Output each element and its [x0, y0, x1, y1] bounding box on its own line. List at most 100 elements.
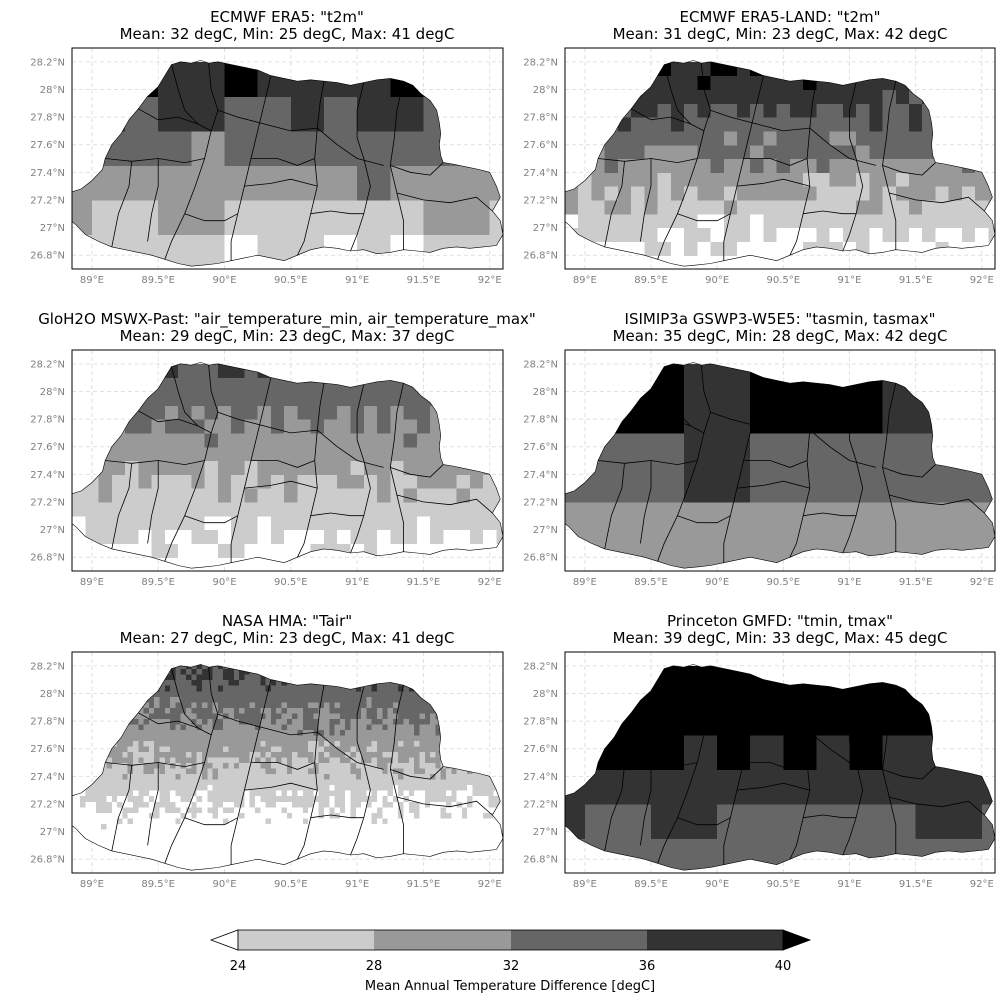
- raster-cell: [419, 696, 426, 703]
- raster-cell: [467, 828, 474, 835]
- raster-cell: [191, 690, 198, 697]
- raster-cell: [159, 784, 166, 791]
- raster-cell: [435, 828, 442, 835]
- raster-cell: [260, 723, 267, 730]
- raster-cell: [419, 745, 426, 752]
- raster-cell: [435, 790, 442, 797]
- raster-cell: [377, 790, 383, 797]
- raster-cell: [382, 779, 389, 786]
- raster-cell: [446, 779, 452, 786]
- raster-cell: [233, 701, 240, 708]
- raster-cell: [217, 784, 224, 791]
- raster-cell: [138, 757, 145, 764]
- raster-cell: [435, 839, 442, 846]
- raster-cell: [265, 779, 272, 786]
- raster-cell: [286, 740, 293, 747]
- district-boundary: [710, 713, 810, 736]
- raster-cell: [106, 850, 113, 857]
- raster-cell: [148, 850, 155, 857]
- raster-cell: [186, 690, 192, 697]
- raster-cell: [196, 795, 203, 802]
- raster-cell: [750, 803, 784, 839]
- raster-cell: [265, 690, 272, 697]
- raster-cell: [737, 186, 751, 201]
- raster-cell: [803, 227, 817, 242]
- raster-cell: [143, 779, 150, 786]
- raster-cell: [377, 812, 383, 819]
- raster-cell: [138, 707, 145, 714]
- raster-cell: [286, 762, 293, 769]
- raster-cell: [371, 823, 378, 830]
- raster-cell: [419, 707, 426, 714]
- raster-cell: [318, 690, 325, 697]
- district-boundary: [147, 762, 159, 846]
- raster-cell: [143, 773, 150, 780]
- raster-cell: [816, 213, 831, 229]
- district-boundary: [350, 82, 371, 252]
- raster-cell: [117, 801, 123, 808]
- raster-cell: [435, 845, 442, 852]
- raster-cell: [935, 158, 950, 173]
- raster-cell: [191, 543, 206, 558]
- raster-cell: [228, 773, 235, 780]
- lon-tick-label: 89°E: [80, 275, 104, 286]
- raster-cell: [249, 845, 256, 852]
- raster-cell: [334, 768, 341, 775]
- raster-cell: [276, 795, 283, 802]
- raster-cell: [164, 557, 179, 569]
- raster-cell: [371, 850, 378, 857]
- raster-cell: [717, 700, 751, 736]
- raster-cell: [723, 117, 738, 132]
- raster-cell: [922, 117, 936, 132]
- raster-cell: [366, 850, 373, 857]
- raster-cell: [228, 795, 235, 802]
- raster-cell: [423, 96, 458, 132]
- raster-cell: [154, 685, 161, 692]
- lon-tick-label: 91.5°E: [407, 275, 441, 286]
- raster-cell: [803, 199, 817, 215]
- raster-cell: [270, 790, 277, 797]
- raster-cell: [276, 712, 283, 719]
- raster-cell: [440, 834, 447, 841]
- raster-cell: [403, 801, 410, 808]
- raster-cell: [111, 790, 118, 797]
- raster-cell: [260, 779, 267, 786]
- raster-cell: [377, 757, 383, 764]
- raster-cell: [424, 784, 431, 791]
- lat-tick-label: 27.8°N: [523, 415, 558, 426]
- raster-cell: [249, 806, 256, 813]
- raster-cell: [223, 806, 230, 813]
- raster-cell: [286, 845, 293, 852]
- raster-cell: [255, 779, 261, 786]
- raster-cell: [430, 501, 444, 517]
- raster-cell: [816, 734, 851, 770]
- raster-cell: [324, 801, 330, 808]
- raster-cell: [424, 834, 431, 841]
- raster-cell: [138, 817, 145, 824]
- raster-cell: [776, 117, 791, 132]
- raster-cell: [125, 96, 159, 132]
- raster-cell: [217, 557, 232, 569]
- raster-cell: [869, 172, 884, 187]
- raster-cell: [390, 543, 405, 558]
- raster-cell: [313, 768, 320, 775]
- raster-cell: [204, 529, 219, 544]
- raster-cell: [398, 773, 405, 780]
- raster-cell: [366, 707, 373, 714]
- raster-cell: [249, 757, 256, 764]
- raster-cell: [202, 718, 208, 725]
- raster-cell: [371, 834, 378, 841]
- raster-cell: [170, 729, 176, 736]
- raster-cell: [196, 790, 203, 797]
- raster-cell: [377, 839, 383, 846]
- raster-cell: [260, 696, 267, 703]
- raster-cell: [310, 529, 325, 544]
- raster-cell: [750, 665, 784, 701]
- raster-cell: [125, 419, 139, 434]
- raster-cell: [842, 186, 857, 201]
- raster-cell: [313, 817, 320, 824]
- raster-cell: [233, 779, 240, 786]
- raster-cell: [204, 488, 219, 503]
- district-boundary: [604, 161, 625, 247]
- raster-cell: [446, 817, 452, 824]
